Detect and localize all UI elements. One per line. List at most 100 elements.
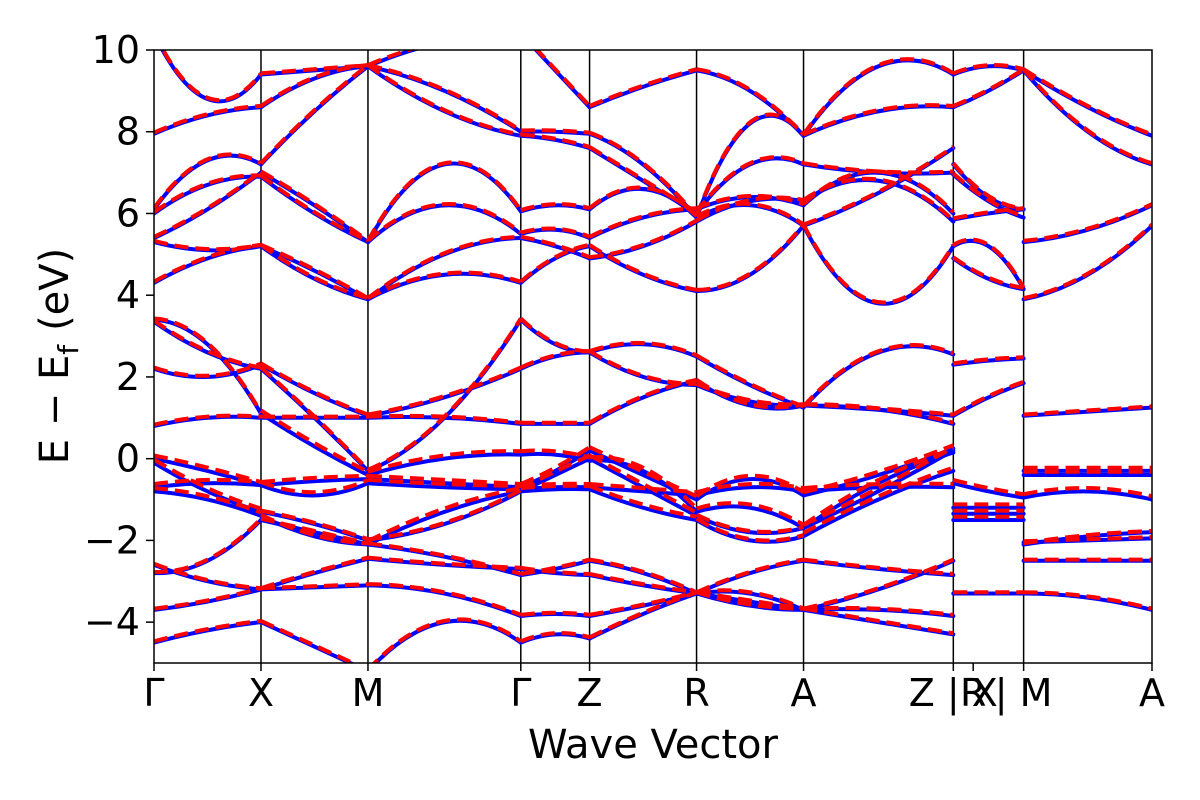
model-band-line bbox=[695, 557, 804, 595]
y-tick-label: 4 bbox=[116, 273, 140, 317]
x-tick-label: X bbox=[248, 671, 274, 715]
dft-band-line bbox=[160, 50, 263, 104]
model-band-line bbox=[1023, 535, 1152, 544]
model-band-line bbox=[160, 50, 263, 102]
y-axis-ticks: −4 −2 0 2 4 6 8 10 bbox=[84, 28, 154, 644]
model-band-line bbox=[802, 103, 954, 137]
dft-band-line bbox=[587, 591, 699, 641]
dft-band-line bbox=[518, 317, 592, 355]
dft-band-line bbox=[259, 411, 370, 477]
model-band-line bbox=[801, 223, 956, 305]
model-band-line bbox=[260, 478, 369, 495]
model-band-line bbox=[260, 169, 370, 243]
model-band-line bbox=[259, 408, 369, 474]
model-band-line bbox=[260, 243, 369, 300]
model-band-line bbox=[803, 402, 954, 417]
y-tick-label: −4 bbox=[84, 600, 140, 644]
model-band-line bbox=[695, 201, 805, 227]
model-band-line bbox=[589, 571, 697, 595]
model-band-line bbox=[952, 67, 1025, 108]
dft-band-line bbox=[801, 468, 956, 539]
dft-band-line bbox=[366, 317, 523, 473]
model-band-line bbox=[696, 223, 806, 292]
model-band-line bbox=[588, 349, 697, 386]
model-band-line bbox=[367, 50, 416, 67]
model-band-line bbox=[952, 477, 1024, 497]
model-band-line bbox=[696, 588, 805, 611]
model-band-line bbox=[260, 473, 369, 484]
dft-band-line bbox=[366, 64, 523, 134]
model-band-line bbox=[259, 63, 369, 108]
model-band-line bbox=[588, 590, 698, 640]
x-tick-label: Γ bbox=[510, 671, 531, 715]
model-band-line bbox=[520, 132, 591, 149]
model-band-line bbox=[696, 501, 805, 527]
dft-band-line bbox=[366, 489, 523, 547]
model-band-line bbox=[367, 449, 521, 474]
dft-band-line bbox=[154, 620, 263, 645]
dft-band-line bbox=[259, 481, 370, 498]
model-band-line bbox=[589, 218, 698, 260]
model-band-line bbox=[1022, 67, 1152, 166]
model-band-line bbox=[1022, 67, 1152, 137]
dft-band-line bbox=[366, 481, 523, 492]
model-band-line bbox=[951, 161, 1024, 211]
dft-band-line bbox=[154, 460, 263, 514]
model-band-line bbox=[1023, 404, 1152, 417]
model-band-line bbox=[695, 512, 805, 534]
y-tick-label: 0 bbox=[116, 437, 140, 481]
plot-area bbox=[154, 50, 1152, 663]
x-tick-label: R bbox=[960, 671, 986, 715]
y-tick-label: 6 bbox=[116, 191, 140, 235]
model-band-line bbox=[1023, 486, 1152, 499]
model-band-line bbox=[367, 582, 522, 617]
model-band-line bbox=[154, 453, 262, 484]
model-band-line bbox=[588, 340, 698, 358]
model-band-line bbox=[588, 67, 698, 108]
model-band-line bbox=[520, 226, 591, 239]
y-axis-label-unit: (eV) bbox=[32, 248, 78, 331]
dft-band-line bbox=[154, 105, 263, 136]
model-band-line bbox=[259, 243, 369, 301]
x-tick-label: | M bbox=[995, 671, 1053, 716]
model-band-line bbox=[696, 67, 805, 136]
model-band-line bbox=[534, 50, 592, 108]
model-band-line bbox=[154, 486, 262, 515]
model-band-line bbox=[953, 355, 1024, 366]
model-band-line bbox=[154, 318, 262, 370]
model-band-line bbox=[802, 445, 955, 527]
model-band-line bbox=[367, 365, 522, 417]
model-band-line bbox=[952, 379, 1025, 417]
dft-band-line bbox=[694, 558, 806, 596]
model-band-line bbox=[695, 195, 804, 223]
model-band-line bbox=[154, 618, 262, 644]
dft-band-line bbox=[1021, 489, 1152, 502]
model-band-line bbox=[695, 193, 805, 211]
model-band-line bbox=[366, 63, 522, 137]
model-band-line bbox=[154, 413, 262, 427]
model-band-line bbox=[588, 206, 697, 239]
model-band-line bbox=[1023, 223, 1152, 301]
dft-band-line bbox=[154, 481, 263, 490]
dft-band-line bbox=[366, 50, 421, 69]
model-band-line bbox=[154, 586, 262, 611]
dft-band-line bbox=[518, 244, 592, 285]
y-axis-label-main: E − E bbox=[32, 355, 78, 465]
model-band-line bbox=[154, 242, 262, 284]
model-band-line bbox=[952, 237, 1026, 289]
model-band-line bbox=[803, 481, 954, 491]
model-band-line bbox=[695, 382, 804, 407]
model-band-line bbox=[520, 565, 590, 576]
dft-band-line bbox=[259, 244, 370, 302]
model-band-line bbox=[154, 104, 262, 135]
model-band-line bbox=[260, 555, 369, 591]
model-band-line bbox=[260, 582, 369, 591]
model-band-line bbox=[520, 128, 590, 135]
x-tick-label: Z bbox=[577, 671, 603, 715]
model-band-line bbox=[803, 161, 954, 175]
model-band-line bbox=[260, 63, 369, 76]
model-band-line bbox=[803, 557, 954, 576]
dft-band-line bbox=[587, 350, 699, 388]
model-band-line bbox=[367, 555, 521, 570]
